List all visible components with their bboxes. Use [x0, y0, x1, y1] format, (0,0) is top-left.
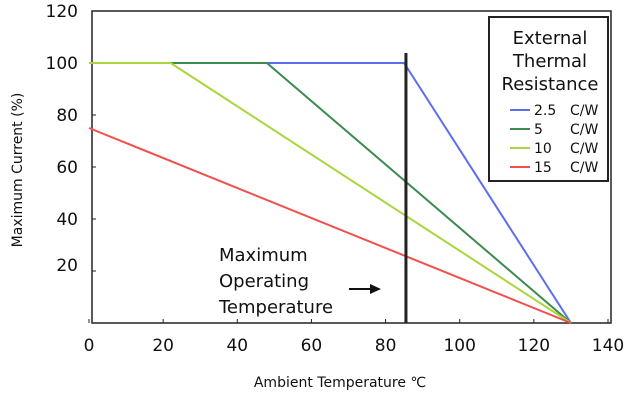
legend-box: [488, 16, 609, 182]
legend-unit: C/W: [570, 103, 598, 119]
x-tick-label: 60: [301, 336, 323, 356]
x-tick-label: 140: [592, 336, 624, 356]
legend-title-line-2: Thermal: [512, 51, 587, 72]
x-axis-title: Ambient Temperature ℃: [254, 375, 426, 391]
legend-label: 15: [534, 160, 552, 176]
x-tick-label: 80: [375, 336, 397, 356]
legend-title-line-3: Resistance: [502, 74, 599, 95]
annotation-arrow-head: [370, 284, 381, 294]
series-line-10: [89, 62, 572, 324]
x-tick-label: 0: [84, 336, 95, 356]
series-lines: [88, 62, 572, 324]
x-axis-ticks: 0 20 40 60 80 100 120 140: [84, 319, 624, 356]
annotation: Maximum Operating Temperature: [218, 245, 381, 318]
y-tick-label: 40: [56, 210, 78, 230]
legend-unit: C/W: [570, 122, 598, 138]
legend: External Thermal Resistance 2.5 C/W 5 C/W 10…: [488, 16, 609, 182]
y-axis-ticks: 20 40 60 80 100 120: [46, 2, 96, 276]
series-line-15: [88, 127, 572, 324]
x-tick-label: 120: [518, 336, 550, 356]
legend-unit: C/W: [570, 141, 598, 157]
x-tick-label: 40: [226, 336, 248, 356]
x-tick-label: 100: [443, 336, 475, 356]
annotation-line-1: Maximum: [219, 245, 308, 266]
x-tick-label: 20: [152, 336, 174, 356]
y-tick-label: 120: [46, 2, 78, 22]
y-axis-title: Maximum Current (%): [10, 93, 26, 248]
legend-entries: 2.5 C/W 5 C/W 10 C/W 15 C/W: [510, 103, 598, 176]
legend-title-line-1: External: [513, 28, 588, 49]
legend-label: 5: [534, 122, 543, 138]
y-tick-label: 20: [56, 256, 78, 276]
legend-label: 2.5: [534, 103, 556, 119]
legend-unit: C/W: [570, 160, 598, 176]
annotation-line-2: Operating: [219, 271, 309, 292]
annotation-line-3: Temperature: [218, 297, 333, 318]
y-tick-label: 60: [56, 158, 78, 178]
y-tick-label: 80: [56, 106, 78, 126]
legend-label: 10: [534, 141, 552, 157]
y-tick-label: 100: [46, 54, 78, 74]
